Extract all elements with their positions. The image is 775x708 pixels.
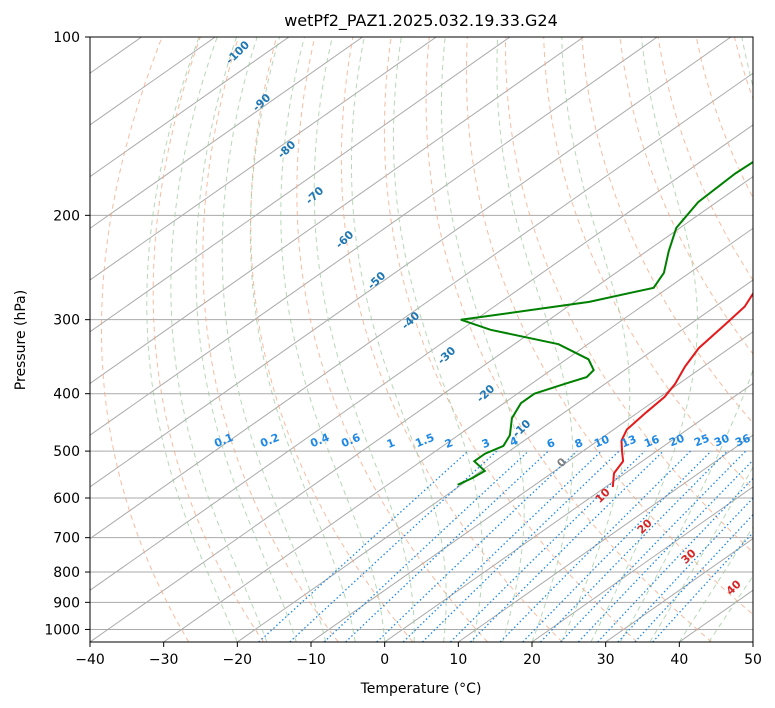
y-tick-label: 200 <box>53 208 80 224</box>
moist-adiabat-line <box>170 37 268 642</box>
mixing-ratio-line <box>617 497 753 642</box>
moist-adiabat-line <box>146 37 238 642</box>
dry-adiabat-line <box>202 37 339 642</box>
y-tick-label: 400 <box>53 387 80 403</box>
dry-adiabat-line <box>250 37 414 642</box>
isotherm-line <box>90 124 753 591</box>
mixing-ratio-label: 2 <box>443 436 455 451</box>
mixing-ratio-line <box>597 477 753 642</box>
y-tick-label: 600 <box>53 491 80 507</box>
y-tick-label: 800 <box>53 565 80 581</box>
x-tick-label: −40 <box>75 652 105 668</box>
y-tick-label: 100 <box>53 30 80 46</box>
isotherm-line <box>90 37 363 229</box>
x-tick-label: 50 <box>744 652 762 668</box>
mixing-ratio-label: 13 <box>619 433 638 451</box>
sounding-profiles <box>457 160 753 488</box>
moist-adiabat-line <box>280 37 386 642</box>
mixing-ratio-label: 1 <box>385 436 397 451</box>
background-lines <box>90 37 753 642</box>
chart-title: wetPf2_PAZ1.2025.032.19.33.G24 <box>284 11 558 31</box>
mixing-ratio-line <box>449 450 646 642</box>
isotherm-line <box>90 176 753 642</box>
dry-adiabat-line <box>465 37 753 616</box>
mixing-ratio-label: 10 <box>592 433 611 451</box>
isotherm-line <box>90 37 732 488</box>
isotherm-line <box>90 37 658 436</box>
moist-adiabat-line <box>195 37 297 642</box>
temperature-profile <box>611 291 753 488</box>
dry-adiabat-line <box>581 37 753 424</box>
x-tick-label: 0 <box>380 652 389 668</box>
isotherm-line <box>90 37 290 178</box>
dry-adiabat-line <box>695 37 753 199</box>
x-tick-label: −30 <box>149 652 179 668</box>
moist-adiabat-line <box>561 37 631 642</box>
isotherm-line <box>237 279 753 642</box>
plot-frame <box>89 36 754 643</box>
moist-adiabat-line <box>649 466 753 642</box>
moist-adiabat-line <box>393 37 483 642</box>
isotherm-line <box>163 227 753 642</box>
y-axis-title: Pressure (hPa) <box>13 290 29 390</box>
dry-adiabat-line <box>296 37 488 642</box>
mixing-ratio-label: 16 <box>642 433 661 451</box>
x-tick-label: 40 <box>670 652 688 668</box>
mixing-ratio-label: 30 <box>712 432 731 450</box>
x-axis-title: Temperature (°C) <box>360 681 482 697</box>
dry-adiabat-line <box>152 37 264 642</box>
mixing-ratio-line <box>470 450 664 642</box>
mixing-ratio-label: 20 <box>667 432 686 450</box>
y-tick-label: 700 <box>53 531 80 547</box>
y-tick-label: 1000 <box>44 622 80 638</box>
mixing-ratio-label: 8 <box>573 436 585 451</box>
moist-adiabat-line <box>619 37 753 642</box>
dry-adiabat-line <box>340 37 563 642</box>
x-tick-label: −20 <box>223 652 253 668</box>
y-tick-label: 300 <box>53 313 80 329</box>
moist-adiabat-line <box>590 37 699 642</box>
y-tick-label: 900 <box>53 595 80 611</box>
moist-adiabat-line <box>221 37 327 642</box>
y-tick-label: 500 <box>53 444 80 460</box>
dry-adiabat-line <box>619 37 753 355</box>
dry-adiabat-line <box>425 37 713 642</box>
x-tick-label: 30 <box>597 652 615 668</box>
moist-adiabat-line <box>249 37 356 642</box>
mixing-ratio-line <box>560 450 747 642</box>
mixing-ratio-label: 36 <box>733 432 752 450</box>
mixing-ratio-label: 25 <box>692 432 711 450</box>
mixing-ratio-line <box>376 450 578 642</box>
mixing-ratio-line <box>577 459 753 642</box>
dewpoint-profile <box>457 160 753 486</box>
isotherm-line <box>531 486 753 642</box>
isotherm-line <box>90 37 584 385</box>
isotherm-line <box>90 37 437 281</box>
isotherm-line <box>605 537 753 642</box>
moist-adiabat-line <box>351 37 447 642</box>
isotherm-line <box>90 72 753 540</box>
mixing-ratio-line <box>540 450 728 642</box>
dry-adiabat-line <box>543 37 753 490</box>
x-tick-label: 10 <box>449 652 467 668</box>
mixing-ratio-label: 3 <box>480 436 492 451</box>
isotherm-line <box>90 37 511 333</box>
mixing-ratio-line <box>289 450 498 642</box>
mixing-ratio-line <box>522 450 712 642</box>
dry-adiabat-line <box>383 37 638 642</box>
mixing-ratio-line <box>499 450 691 642</box>
isotherm-line <box>384 382 753 642</box>
x-tick-label: −10 <box>296 652 326 668</box>
axes: −40 −30 −20 −10 0 10 20 30 40 50 100 200 300 400 500 60… <box>44 30 762 668</box>
mixing-ratio-line <box>402 450 602 642</box>
x-tick-label: 20 <box>523 652 541 668</box>
